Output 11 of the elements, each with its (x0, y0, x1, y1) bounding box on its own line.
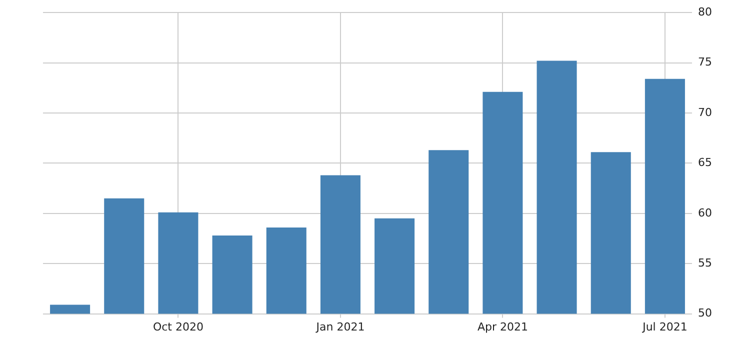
y-tick-label: 70 (698, 106, 712, 119)
y-tick-label: 50 (698, 306, 712, 320)
x-tick-label: Jan 2021 (315, 320, 365, 334)
y-tick-label: 80 (698, 5, 712, 18)
y-tick-label: 55 (698, 256, 712, 270)
y-tick-label: 60 (698, 206, 712, 220)
y-tick-label: 75 (698, 56, 712, 69)
x-tick-label: Jul 2021 (642, 320, 688, 334)
x-tick-label: Apr 2021 (477, 320, 528, 334)
x-tick-label: Oct 2020 (152, 320, 204, 334)
y-tick-label: 65 (698, 156, 712, 170)
